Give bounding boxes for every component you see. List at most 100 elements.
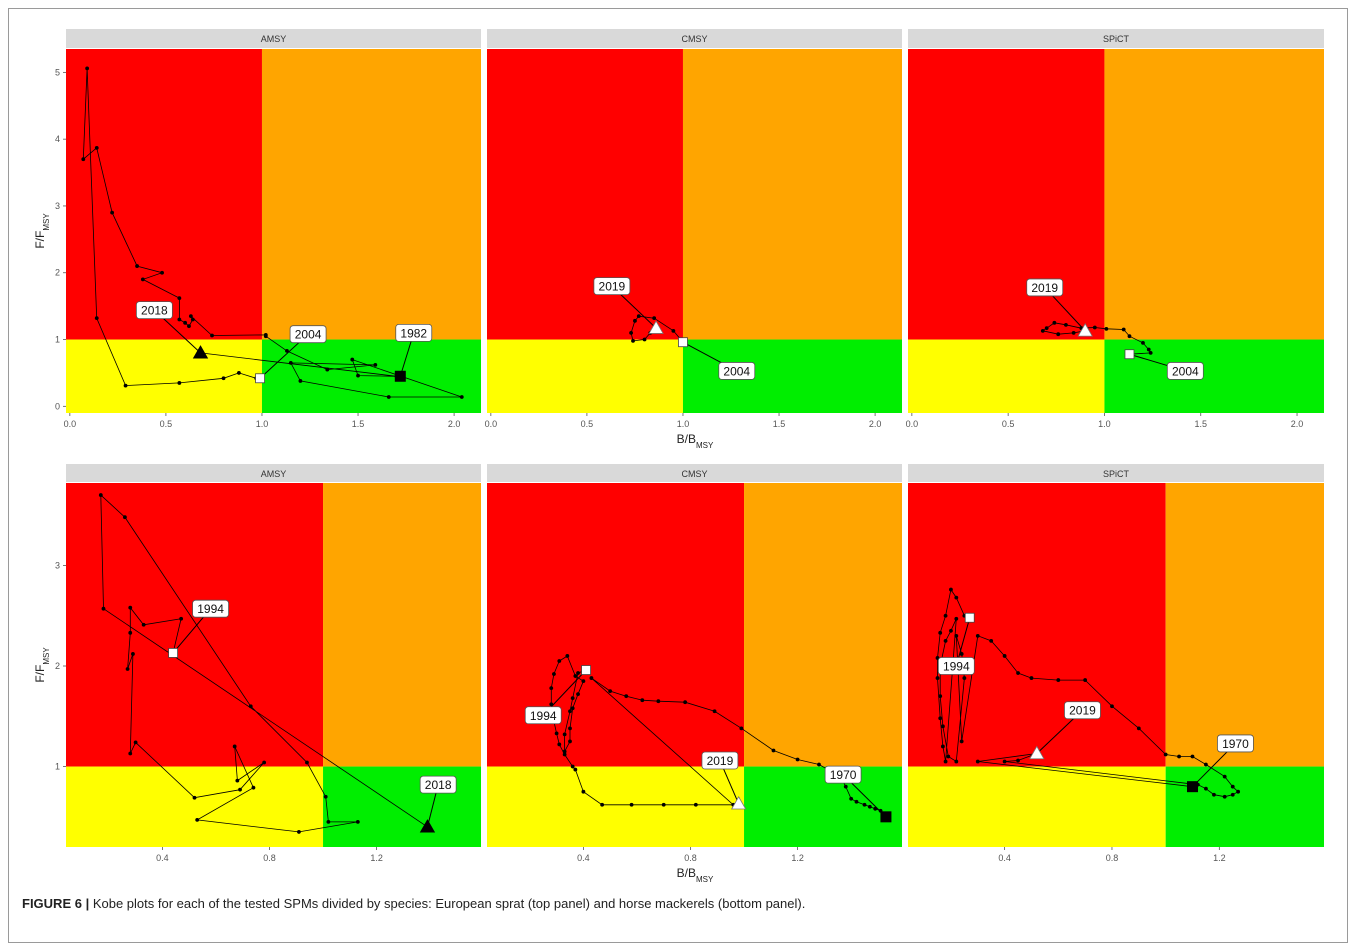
quadrant-overfished-overfishing <box>908 483 1166 767</box>
quadrant-sustainable <box>744 766 902 847</box>
trajectory-point <box>573 674 578 678</box>
trajectory-line <box>100 494 428 833</box>
panel-strip-label: CMSY <box>681 34 707 44</box>
x-tick-label: 0.0 <box>64 419 77 429</box>
y-tick-label: 1 <box>55 335 60 345</box>
x-tick-label: 2.0 <box>448 419 461 429</box>
trajectory-point <box>624 694 629 699</box>
trajectory-point <box>1222 794 1227 799</box>
trajectory-point <box>608 689 613 694</box>
trajectory-point <box>1204 786 1208 791</box>
start-year-label-text: 2004 <box>1172 364 1199 378</box>
trajectory-point <box>221 376 226 381</box>
trajectory-point <box>94 145 99 150</box>
trajectory-point <box>1212 792 1216 797</box>
trajectory-point <box>160 270 164 275</box>
trajectory-point <box>323 794 328 799</box>
quadrant-sustainable <box>261 339 481 413</box>
trajectory-point <box>1016 758 1020 763</box>
trajectory-point <box>1230 784 1235 789</box>
trajectory-point <box>101 606 106 611</box>
quadrant-overfished-overfishing <box>66 49 262 340</box>
trajectory-point <box>629 330 633 335</box>
quadrant-overfished <box>487 766 745 847</box>
trajectory-point <box>562 749 567 754</box>
trajectory-point <box>262 760 267 765</box>
extra-year-label-box <box>824 765 862 784</box>
quadrant-overfished-overfishing <box>66 483 324 767</box>
trajectory-point <box>1204 762 1208 767</box>
panel-strip <box>66 464 481 482</box>
start-year-label-text: 2004 <box>295 328 322 342</box>
trajectory-point <box>989 638 994 643</box>
kobe-panel-bottom-amsy: AMSY 0.4 0.8 1.2 1 2 3 1994 2018 <box>55 464 481 863</box>
y-tick-label: 1 <box>55 762 60 772</box>
trajectory-point <box>576 692 580 697</box>
trajectory-point <box>954 759 959 764</box>
trajectory-point <box>355 819 360 824</box>
trajectory-point <box>1141 340 1145 345</box>
trajectory-point <box>1040 328 1045 333</box>
x-tick-label: 0.4 <box>156 853 169 863</box>
trajectory-point <box>237 371 241 375</box>
end-year-label-text: 2018 <box>425 778 452 792</box>
trajectory-point <box>589 676 594 680</box>
trajectory-point <box>849 796 854 801</box>
trajectory-point <box>183 320 188 325</box>
y-tick-label: 2 <box>55 661 60 671</box>
trajectory-point <box>325 367 330 372</box>
trajectory-point <box>946 754 951 759</box>
trajectory-point <box>954 633 959 638</box>
kobe-plot-grid: AMSY 0.0 0.5 1.0 1.5 2.0 0 1 2 3 4 5 2004 2018 1982 CMS… <box>33 29 1324 884</box>
trajectory-point <box>867 804 872 809</box>
trajectory-point <box>187 324 191 329</box>
trajectory-point <box>642 337 647 342</box>
trajectory-point <box>297 830 301 834</box>
quadrant-overfished-overfishing <box>487 483 745 767</box>
trajectory-point <box>854 799 859 804</box>
x-tick-label: 1.0 <box>677 419 690 429</box>
end-year-label-text: 2019 <box>1069 704 1096 718</box>
trajectory-point <box>459 395 464 399</box>
trajectory-point <box>1236 789 1241 794</box>
panel-strip-label: CMSY <box>681 469 707 479</box>
extra-year-label-box <box>395 323 433 342</box>
trajectory-point <box>975 759 980 764</box>
trajectory-point <box>179 616 184 621</box>
x-tick-label: 2.0 <box>1291 419 1304 429</box>
trajectory-point <box>350 357 355 362</box>
trajectory-point <box>1127 334 1132 339</box>
trajectory-point <box>1177 754 1181 759</box>
start-marker <box>964 612 975 623</box>
trajectory-point <box>959 739 964 744</box>
trajectory-point <box>600 802 605 807</box>
y-tick-label: 5 <box>55 67 60 77</box>
trajectory-point <box>140 277 145 282</box>
trajectory-point <box>795 757 800 762</box>
x-tick-label: 0.8 <box>684 853 697 863</box>
end-marker <box>1077 323 1093 337</box>
trajectory-point <box>1110 704 1114 709</box>
x-tick-label: 1.2 <box>370 853 383 863</box>
y-tick-label: 2 <box>55 268 60 278</box>
trajectory-point <box>938 716 943 721</box>
trajectory-point <box>1092 325 1097 330</box>
trajectory-point <box>1222 774 1227 779</box>
start-year-label-box <box>937 657 975 675</box>
trajectory-point <box>938 630 943 635</box>
end-year-label-text: 2018 <box>141 304 168 318</box>
kobe-panel-bottom-cmsy: CMSY 0.4 0.8 1.2 1994 2019 1970 <box>487 464 902 863</box>
trajectory-point <box>935 676 940 680</box>
trajectory-point <box>123 383 128 388</box>
quadrant-overfishing <box>682 49 902 340</box>
trajectory-point <box>661 802 666 807</box>
trajectory-point <box>1064 322 1068 327</box>
end-marker <box>192 345 209 359</box>
trajectory-point <box>938 694 943 699</box>
x-tick-label: 1.5 <box>352 419 365 429</box>
trajectory-point <box>843 784 848 789</box>
quadrant-overfished <box>66 339 262 413</box>
x-tick-label: 0.5 <box>581 419 594 429</box>
trajectory-point <box>581 789 586 794</box>
